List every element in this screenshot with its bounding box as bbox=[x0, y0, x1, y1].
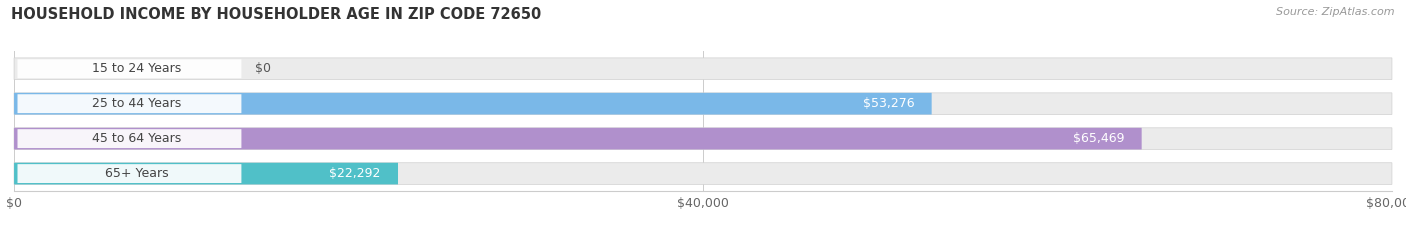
Text: HOUSEHOLD INCOME BY HOUSEHOLDER AGE IN ZIP CODE 72650: HOUSEHOLD INCOME BY HOUSEHOLDER AGE IN Z… bbox=[11, 7, 541, 22]
FancyBboxPatch shape bbox=[17, 129, 242, 148]
Text: 65+ Years: 65+ Years bbox=[104, 167, 169, 180]
Text: 45 to 64 Years: 45 to 64 Years bbox=[91, 132, 181, 145]
FancyBboxPatch shape bbox=[17, 59, 242, 78]
Text: $53,276: $53,276 bbox=[863, 97, 914, 110]
FancyBboxPatch shape bbox=[14, 163, 398, 185]
FancyBboxPatch shape bbox=[14, 58, 1392, 80]
Text: Source: ZipAtlas.com: Source: ZipAtlas.com bbox=[1277, 7, 1395, 17]
Text: $22,292: $22,292 bbox=[329, 167, 381, 180]
Text: 25 to 44 Years: 25 to 44 Years bbox=[91, 97, 181, 110]
FancyBboxPatch shape bbox=[17, 94, 242, 113]
Text: $0: $0 bbox=[256, 62, 271, 75]
Text: $65,469: $65,469 bbox=[1073, 132, 1125, 145]
FancyBboxPatch shape bbox=[14, 128, 1142, 150]
FancyBboxPatch shape bbox=[14, 163, 1392, 185]
FancyBboxPatch shape bbox=[17, 164, 242, 183]
FancyBboxPatch shape bbox=[14, 93, 932, 115]
Text: 15 to 24 Years: 15 to 24 Years bbox=[91, 62, 181, 75]
FancyBboxPatch shape bbox=[14, 128, 1392, 150]
FancyBboxPatch shape bbox=[14, 93, 1392, 115]
